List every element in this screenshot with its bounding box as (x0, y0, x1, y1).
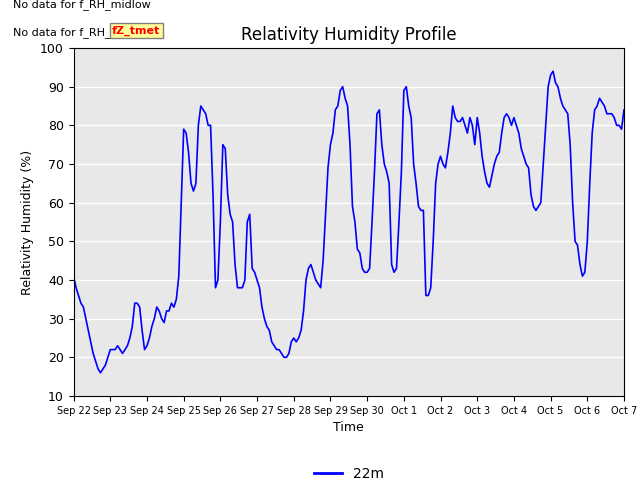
X-axis label: Time: Time (333, 421, 364, 434)
Text: No data for f_RH_midtop: No data for f_RH_midtop (13, 27, 150, 38)
Text: fZ_tmet: fZ_tmet (112, 25, 161, 36)
Title: Relativity Humidity Profile: Relativity Humidity Profile (241, 25, 456, 44)
Legend: 22m: 22m (308, 461, 389, 480)
Y-axis label: Relativity Humidity (%): Relativity Humidity (%) (22, 149, 35, 295)
Text: No data for f_RH_midlow: No data for f_RH_midlow (13, 0, 151, 10)
